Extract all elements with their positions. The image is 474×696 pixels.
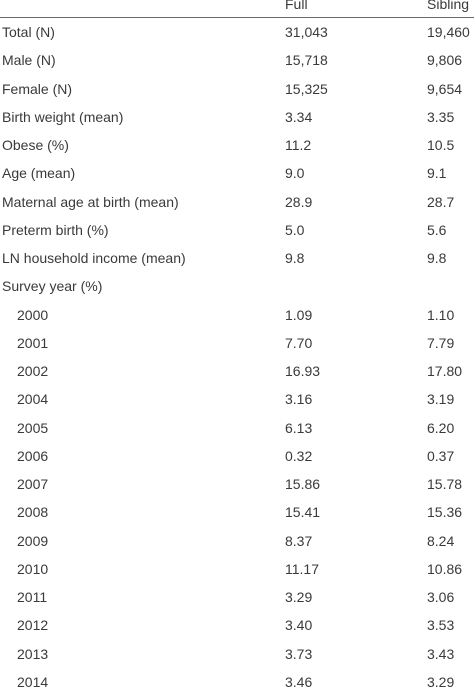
table-row: 2006 0.32 0.37 xyxy=(0,442,474,470)
table-row: Age (mean) 9.0 9.1 xyxy=(0,159,474,187)
full-value: 15.86 xyxy=(285,476,321,492)
sibling-value: 28.7 xyxy=(427,193,455,210)
full-value: 3.73 xyxy=(285,645,313,662)
sibling-value: 9,654 xyxy=(427,80,463,97)
table-row: 2008 15.41 15.36 xyxy=(0,498,474,526)
table-row: Preterm birth (%) 5.0 5.6 xyxy=(0,216,474,244)
sibling-value: 3.19 xyxy=(427,391,455,408)
sibling-value: 8.24 xyxy=(427,532,455,549)
row-label: 2014 xyxy=(17,673,49,690)
full-value: 3.40 xyxy=(285,617,313,634)
full-value: 0.32 xyxy=(285,447,313,464)
table-header: Full Sibling xyxy=(0,0,474,16)
table-row: 2005 6.13 6.20 xyxy=(0,414,474,442)
table-row: 2002 16.93 17.80 xyxy=(0,357,474,385)
full-value: 9.8 xyxy=(285,250,305,266)
table-row: 2009 8.37 8.24 xyxy=(0,527,474,555)
table-row: LN household income (mean) 9.8 9.8 xyxy=(0,244,474,272)
full-value: 15,718 xyxy=(285,52,328,69)
column-header-sibling: Sibling xyxy=(427,0,470,12)
sibling-value: 3.43 xyxy=(427,645,455,662)
full-value: 11.17 xyxy=(285,560,319,577)
sibling-value: 3.35 xyxy=(427,108,455,125)
table-row: 2013 3.73 3.43 xyxy=(0,640,474,668)
table-row: Obese (%) 11.2 10.5 xyxy=(0,131,474,159)
full-value: 9.0 xyxy=(285,165,305,182)
full-value: 28.9 xyxy=(285,193,313,210)
row-label: 2013 xyxy=(17,645,49,662)
table-row: Male (N) 15,718 9,806 xyxy=(0,46,474,74)
row-label: Age (mean) xyxy=(2,165,76,182)
row-label: 2010 xyxy=(17,560,49,577)
full-value: 3.34 xyxy=(285,108,313,125)
sibling-value: 7.79 xyxy=(427,334,455,351)
sibling-value: 3.06 xyxy=(427,589,455,605)
sibling-value: 9.8 xyxy=(427,250,447,266)
sibling-value: 15.78 xyxy=(427,476,463,492)
row-label: 2012 xyxy=(17,617,49,634)
table-row: 2001 7.70 7.79 xyxy=(0,329,474,357)
full-value: 16.93 xyxy=(285,363,321,379)
table-row: 2000 1.09 1.10 xyxy=(0,301,474,329)
full-value: 8.37 xyxy=(285,532,313,549)
row-label: LN household income (mean) xyxy=(2,250,186,266)
row-label: 2004 xyxy=(17,391,49,408)
full-value: 3.16 xyxy=(285,391,313,408)
row-label: 2007 xyxy=(17,476,49,492)
row-label: 2008 xyxy=(17,504,49,521)
full-value: 5.0 xyxy=(285,221,305,238)
sibling-value: 9,806 xyxy=(427,52,463,69)
sibling-value: 3.53 xyxy=(427,617,455,634)
sibling-value: 9.1 xyxy=(427,165,447,182)
sibling-value: 5.6 xyxy=(427,221,447,238)
sibling-value: 0.37 xyxy=(427,447,455,464)
full-value: 15.41 xyxy=(285,504,321,521)
row-label: Obese (%) xyxy=(2,137,69,153)
column-header-full: Full xyxy=(285,0,308,12)
row-label: 2002 xyxy=(17,363,49,379)
table-row: 2004 3.16 3.19 xyxy=(0,385,474,413)
row-label: 2001 xyxy=(17,334,49,351)
row-label: Maternal age at birth (mean) xyxy=(2,193,179,210)
row-label: Male (N) xyxy=(2,52,56,69)
table-row: Maternal age at birth (mean) 28.9 28.7 xyxy=(0,188,474,216)
table-row: 2007 15.86 15.78 xyxy=(0,470,474,498)
sibling-value: 3.29 xyxy=(427,673,455,690)
full-value: 1.09 xyxy=(285,306,313,323)
table-row: 2011 3.29 3.06 xyxy=(0,583,474,611)
table-row: Birth weight (mean) 3.34 3.35 xyxy=(0,103,474,131)
table-row: 2014 3.46 3.29 xyxy=(0,668,474,696)
sibling-value: 6.20 xyxy=(427,419,455,436)
header-divider xyxy=(0,17,474,18)
sibling-value: 15.36 xyxy=(427,504,463,521)
full-value: 3.46 xyxy=(285,673,313,690)
full-value: 15,325 xyxy=(285,80,328,97)
table-row: Female (N) 15,325 9,654 xyxy=(0,75,474,103)
full-value: 31,043 xyxy=(285,24,328,40)
full-value: 11.2 xyxy=(285,137,312,153)
sibling-value: 10.5 xyxy=(427,137,455,153)
sibling-value: 1.10 xyxy=(427,306,455,323)
row-label: Female (N) xyxy=(2,80,73,97)
full-value: 7.70 xyxy=(285,334,313,351)
row-label: 2000 xyxy=(17,306,49,323)
sibling-value: 17.80 xyxy=(427,363,463,379)
table-row: 2012 3.40 3.53 xyxy=(0,611,474,639)
row-label: 2005 xyxy=(17,419,49,436)
full-value: 3.29 xyxy=(285,589,313,605)
row-label: Preterm birth (%) xyxy=(2,221,109,238)
sibling-value: 10.86 xyxy=(427,560,463,577)
sibling-value: 19,460 xyxy=(427,24,470,40)
row-label: 2009 xyxy=(17,532,49,549)
table-row: Total (N) 31,043 19,460 xyxy=(0,18,474,46)
row-label: Total (N) xyxy=(2,24,55,40)
table-row: 2010 11.17 10.86 xyxy=(0,555,474,583)
row-label: Survey year (%) xyxy=(2,278,103,295)
table-row: Survey year (%) xyxy=(0,272,474,300)
full-value: 6.13 xyxy=(285,419,313,436)
row-label: 2006 xyxy=(17,447,49,464)
row-label: 2011 xyxy=(17,589,48,605)
row-label: Birth weight (mean) xyxy=(2,108,124,125)
